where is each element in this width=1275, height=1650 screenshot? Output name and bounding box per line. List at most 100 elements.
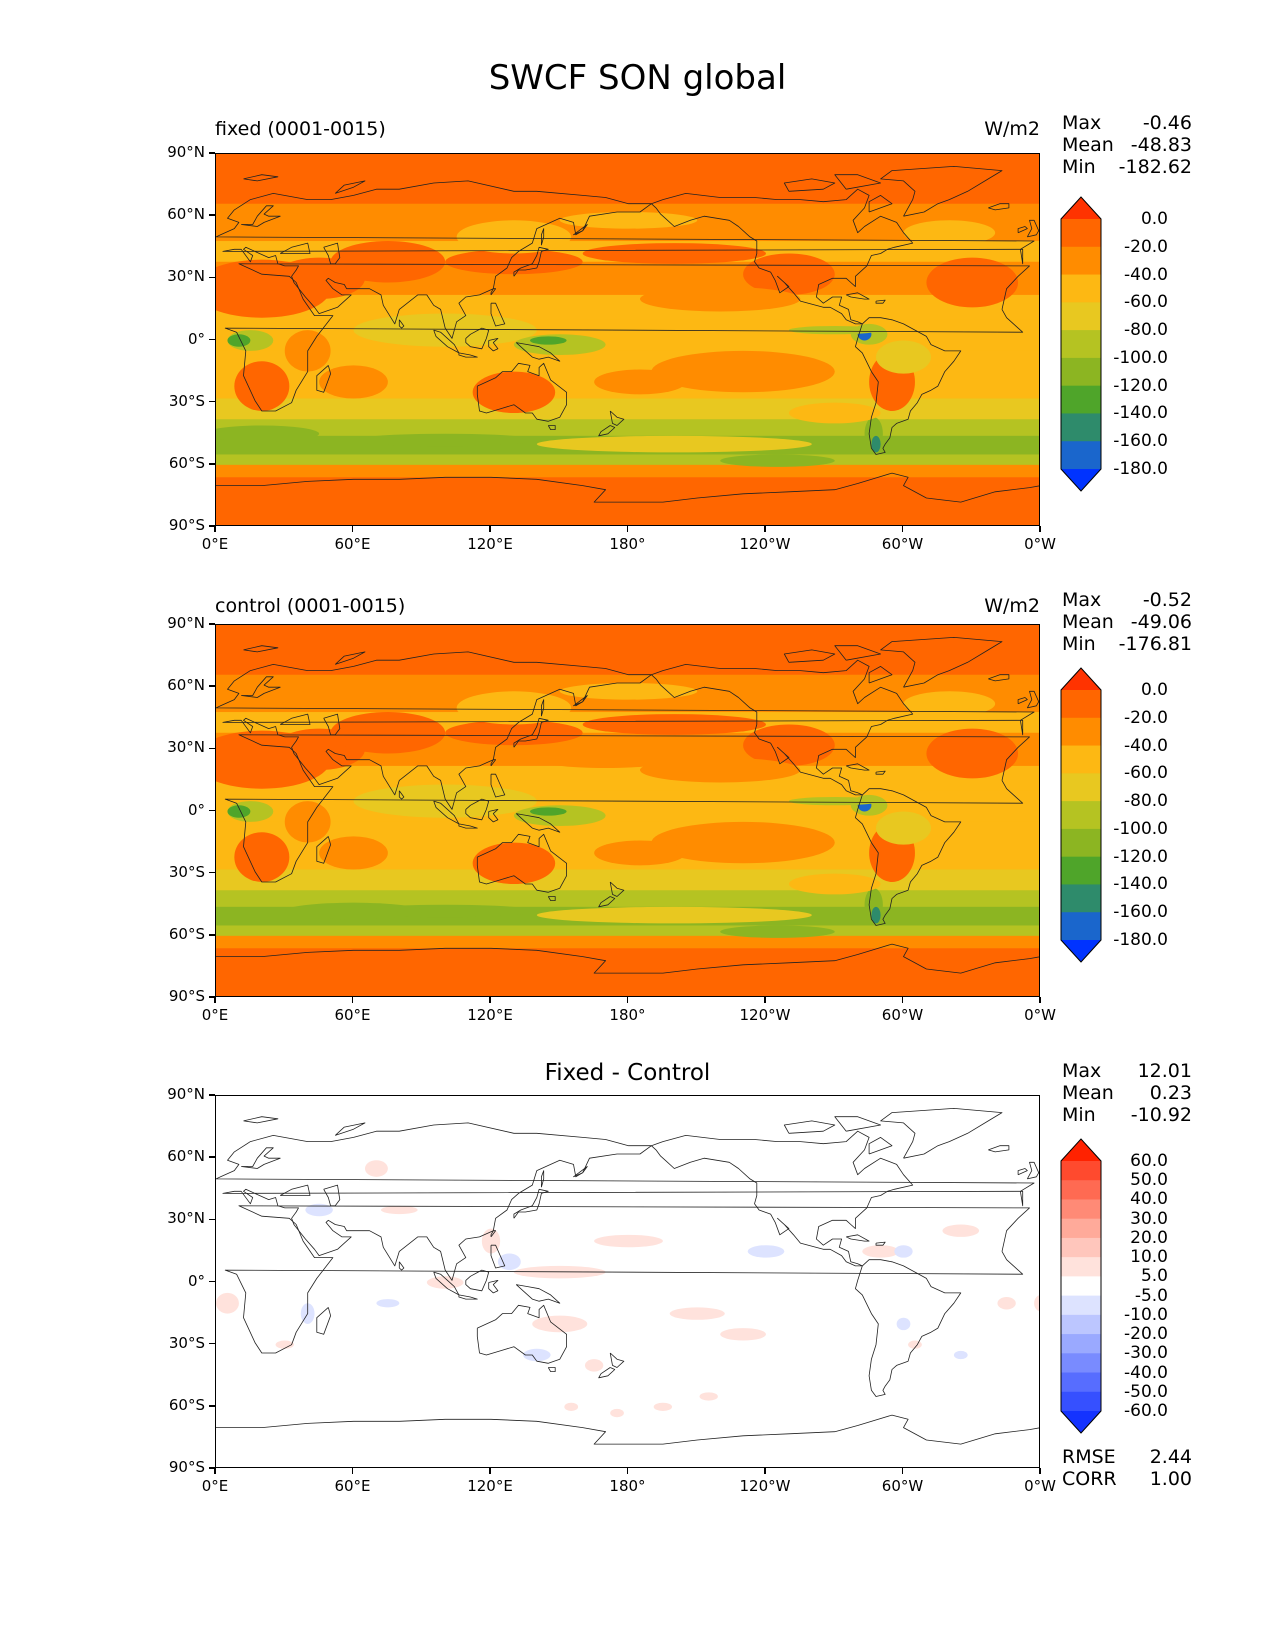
- coastline: [541, 1170, 545, 1188]
- coastline: [476, 833, 567, 893]
- x-tick-label: 120°E: [467, 1477, 513, 1495]
- coastline: [224, 734, 1030, 883]
- coastline: [515, 342, 561, 362]
- colorbar-label: -160.0: [1113, 431, 1168, 452]
- field-contour-patch: [445, 720, 583, 746]
- field-contour-patch: [582, 243, 766, 264]
- field-contour-patch: [284, 902, 423, 920]
- y-tick-label: 90°N: [167, 614, 205, 632]
- colorbar-extend-top: [1061, 1139, 1101, 1161]
- y-tick-label: 0°: [187, 329, 205, 348]
- y-tick-label: 90°S: [168, 987, 205, 1005]
- coastline: [323, 242, 341, 265]
- field-contour-band: [216, 765, 1039, 792]
- stat-min-diff: Min -10.92: [1062, 1104, 1192, 1126]
- stat-max-fixed: Max -0.46: [1062, 112, 1192, 134]
- coastline: [783, 649, 836, 663]
- colorbar-label: -20.0: [1124, 707, 1168, 728]
- colorbar-segment: [1061, 856, 1101, 886]
- colorbar-segment: [1061, 717, 1101, 747]
- field-contour-band: [216, 220, 1039, 242]
- colorbar-segment: [1061, 1276, 1101, 1297]
- colorbar-label: -60.0: [1124, 763, 1168, 784]
- y-tick-mark: [209, 338, 215, 341]
- y-tick-mark: [209, 747, 215, 750]
- x-tick-mark: [764, 1468, 766, 1474]
- field-contour-band: [216, 419, 1039, 437]
- coastline: [490, 288, 496, 296]
- x-tick-mark: [764, 526, 766, 532]
- coastline: [334, 1122, 366, 1136]
- diff-contour-patch: [216, 1292, 239, 1314]
- map-canvas: [216, 154, 1039, 525]
- y-tick-mark: [209, 214, 215, 216]
- field-contour-band: [216, 398, 1039, 420]
- coastline: [458, 352, 478, 358]
- coastline: [609, 1352, 625, 1368]
- field-contour-patch: [536, 751, 675, 768]
- y-tick-label: 30°N: [167, 267, 205, 286]
- field-contour-patch: [529, 807, 567, 816]
- x-tick-mark: [626, 526, 629, 532]
- y-tick-label: 90°S: [168, 1458, 205, 1476]
- coastline: [1026, 1161, 1039, 1180]
- diff-contour-patch: [481, 1228, 501, 1254]
- coastline: [465, 327, 490, 350]
- field-contour-patch: [536, 435, 812, 453]
- x-tick-mark: [1039, 526, 1041, 532]
- coastline: [651, 188, 914, 325]
- field-contour-patch: [472, 842, 556, 885]
- diff-contour-patch: [594, 1234, 663, 1248]
- colorbar-extend-top: [1061, 197, 1101, 219]
- colorbar-label: -140.0: [1113, 874, 1168, 895]
- field-contour-band: [216, 464, 1039, 478]
- coastline: [834, 645, 881, 661]
- colorbar-label: 5.0: [1140, 1266, 1168, 1287]
- field-contour-patch: [903, 220, 996, 246]
- diff-contour-patch: [896, 1317, 911, 1331]
- colorbar-segment: [1061, 441, 1101, 470]
- stat-mean-diff: Mean 0.23: [1062, 1082, 1192, 1104]
- x-tick-label: 0°E: [201, 535, 229, 553]
- diff-contour-patch: [1034, 1295, 1039, 1312]
- x-tick-mark: [214, 1468, 216, 1474]
- colorbar-label: 40.0: [1130, 1189, 1168, 1210]
- coastline: [490, 1230, 496, 1238]
- colorbar-segment: [1061, 330, 1101, 359]
- y-tick-label: 30°S: [168, 862, 205, 881]
- field-contour-band: [216, 477, 1039, 525]
- x-tick-label: 0°E: [201, 1006, 229, 1024]
- diff-contour-patch: [497, 1253, 521, 1271]
- field-contour-patch: [456, 691, 572, 725]
- coastline: [488, 338, 499, 352]
- coastline: [513, 246, 549, 277]
- map-canvas: [216, 1096, 1039, 1467]
- colorbar-label: -100.0: [1113, 818, 1168, 839]
- y-tick-label: 30°S: [168, 1333, 205, 1352]
- y-tick-mark: [209, 1094, 215, 1096]
- coastline: [243, 1116, 279, 1124]
- coastline: [651, 659, 914, 796]
- y-tick-label: 60°N: [167, 205, 205, 224]
- stat-mean-control: Mean -49.06: [1062, 611, 1192, 633]
- field-contour-patch: [903, 691, 996, 717]
- diff-contour-patch: [894, 1245, 913, 1258]
- y-tick-label: 0°: [187, 800, 205, 819]
- map-control: [215, 624, 1040, 997]
- coastline: [598, 896, 616, 908]
- coastline: [1017, 697, 1028, 705]
- diff-contour-patch: [523, 1348, 551, 1362]
- field-contour-patch: [227, 334, 251, 347]
- coastline: [651, 1130, 914, 1267]
- diff-contour-patch: [584, 1359, 604, 1372]
- map-canvas: [216, 625, 1039, 996]
- colorbar-segment: [1061, 1314, 1101, 1335]
- colorbar-field: [1060, 196, 1102, 492]
- y-tick-mark: [209, 1280, 215, 1283]
- colorbar-segment: [1061, 801, 1101, 830]
- field-contour-band: [216, 869, 1039, 891]
- colorbar-extend-top: [1061, 668, 1101, 690]
- y-tick-mark: [209, 809, 215, 812]
- colorbar-field: [1060, 667, 1102, 963]
- field-contour-patch: [330, 712, 446, 754]
